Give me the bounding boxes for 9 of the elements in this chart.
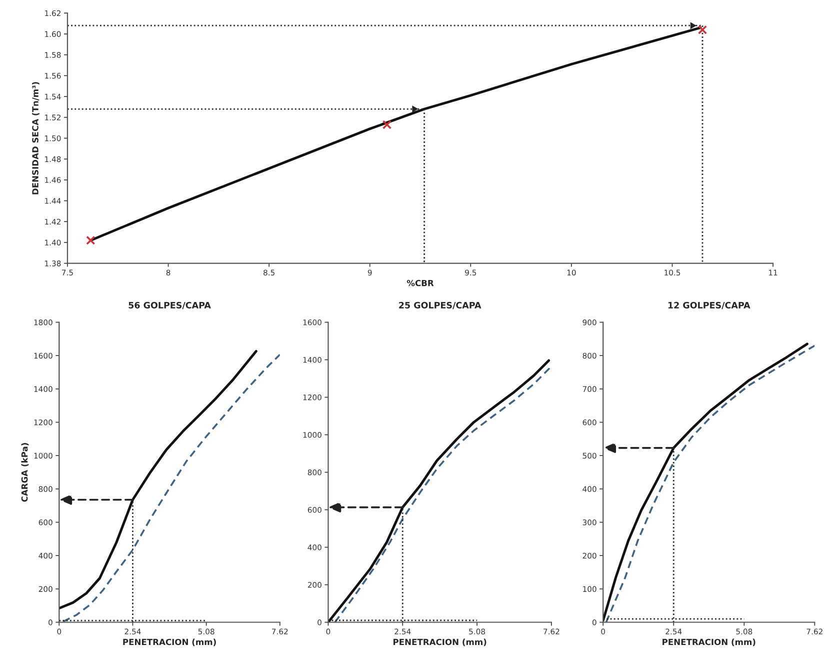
x-axis-title: PENETRACION (mm)	[662, 638, 756, 646]
x-axis-title: PENETRACION (mm)	[123, 638, 216, 646]
x-axis-title: %CBR	[406, 280, 434, 286]
y-axis-title: DENSIDAD SECA (Tn/m³)	[32, 82, 40, 194]
chart-title: 25 GOLPES/CAPA	[399, 302, 482, 310]
chart-title: 12 GOLPES/CAPA	[668, 302, 750, 310]
chart-title: 56 GOLPES/CAPA	[128, 302, 211, 310]
x-axis-title: PENETRACION (mm)	[394, 638, 486, 646]
y-axis-title: CARGA (kPa)	[21, 443, 29, 502]
